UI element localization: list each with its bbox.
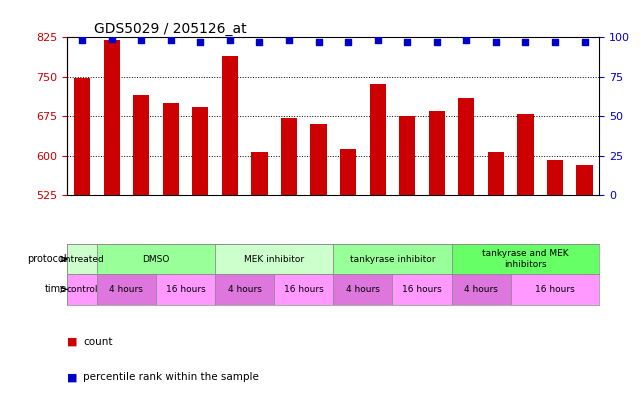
Point: [284, 37, 294, 44]
Text: count: count: [83, 337, 113, 347]
Text: untreated: untreated: [60, 255, 104, 264]
Point: [372, 37, 383, 44]
Bar: [369, 84, 386, 195]
Text: 4 hours: 4 hours: [464, 285, 498, 294]
Bar: [451, 274, 511, 305]
Text: DMSO: DMSO: [142, 255, 170, 264]
Text: time: time: [44, 285, 67, 294]
Bar: [488, 152, 504, 195]
Text: 4 hours: 4 hours: [346, 285, 380, 294]
Bar: [67, 244, 97, 274]
Point: [343, 39, 353, 45]
Point: [106, 36, 117, 42]
Point: [195, 39, 205, 45]
Point: [520, 39, 531, 45]
Bar: [97, 244, 215, 274]
Bar: [67, 274, 97, 305]
Text: 16 hours: 16 hours: [402, 285, 442, 294]
Bar: [74, 78, 90, 195]
Text: percentile rank within the sample: percentile rank within the sample: [83, 372, 259, 382]
Bar: [97, 274, 156, 305]
Bar: [399, 116, 415, 195]
Bar: [133, 95, 149, 195]
Text: 4 hours: 4 hours: [110, 285, 144, 294]
Bar: [547, 160, 563, 195]
Text: 16 hours: 16 hours: [165, 285, 205, 294]
Bar: [429, 111, 445, 195]
Point: [136, 37, 146, 44]
Bar: [340, 149, 356, 195]
Text: control: control: [66, 285, 98, 294]
Bar: [511, 274, 599, 305]
Text: 4 hours: 4 hours: [228, 285, 262, 294]
Point: [462, 37, 472, 44]
Point: [77, 37, 87, 44]
Bar: [517, 114, 533, 195]
Bar: [392, 274, 451, 305]
Text: 16 hours: 16 hours: [535, 285, 575, 294]
Bar: [163, 103, 179, 195]
Bar: [274, 274, 333, 305]
Text: 16 hours: 16 hours: [284, 285, 324, 294]
Point: [550, 39, 560, 45]
Text: tankyrase and MEK
inhibitors: tankyrase and MEK inhibitors: [482, 249, 569, 269]
Point: [402, 39, 412, 45]
Point: [254, 39, 265, 45]
Point: [431, 39, 442, 45]
Bar: [310, 124, 327, 195]
Bar: [103, 40, 120, 195]
Bar: [251, 152, 267, 195]
Text: ■: ■: [67, 337, 81, 347]
Bar: [458, 98, 474, 195]
Text: GDS5029 / 205126_at: GDS5029 / 205126_at: [94, 22, 247, 36]
Bar: [333, 244, 451, 274]
Text: MEK inhibitor: MEK inhibitor: [244, 255, 304, 264]
Bar: [333, 274, 392, 305]
Text: protocol: protocol: [27, 254, 67, 264]
Point: [491, 39, 501, 45]
Bar: [222, 56, 238, 195]
Point: [313, 39, 324, 45]
Point: [579, 39, 590, 45]
Point: [165, 37, 176, 44]
Bar: [215, 244, 333, 274]
Text: ■: ■: [67, 372, 81, 382]
Bar: [192, 107, 208, 195]
Bar: [215, 274, 274, 305]
Bar: [576, 165, 593, 195]
Bar: [451, 244, 599, 274]
Bar: [281, 118, 297, 195]
Point: [225, 37, 235, 44]
Bar: [156, 274, 215, 305]
Text: tankyrase inhibitor: tankyrase inhibitor: [350, 255, 435, 264]
